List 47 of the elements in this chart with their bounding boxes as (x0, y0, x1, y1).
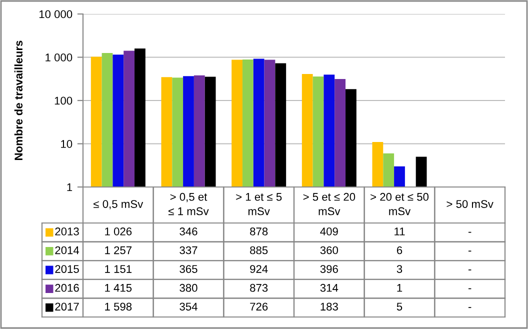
x-tick-label: ≤ 0,5 mSv (94, 200, 144, 210)
data-label: 6 (396, 246, 402, 254)
data-label: 183 (320, 302, 338, 311)
x-tick-label: > 50 mSv (446, 200, 494, 208)
data-label: 1 598 (105, 302, 132, 311)
data-label: 396 (320, 265, 338, 273)
y-tick-label: 10 000 (39, 10, 72, 18)
data-label: 354 (180, 302, 198, 311)
x-tick-label: > 0,5 et ≤ 1 mSv (168, 192, 209, 216)
x-tick-label: > 20 et ≤ 50 mSv (370, 192, 429, 216)
y-tick-label: 1 000 (46, 54, 72, 62)
y-tick-label: 100 (54, 96, 72, 105)
data-label: 726 (250, 302, 268, 311)
y-tick-label: 10 (61, 140, 72, 148)
legend-label: 2014 (55, 246, 80, 254)
data-label: 380 (180, 284, 198, 292)
x-tick-label: > 1 et ≤ 5 mSv (236, 193, 282, 216)
x-tick-label: > 5 et ≤ 20 mSv (303, 192, 356, 216)
data-label: 11 (394, 228, 405, 236)
data-label: 5 (396, 302, 402, 311)
text: - (468, 269, 472, 270)
data-label: 1 415 (105, 284, 132, 292)
data-label: 337 (180, 246, 198, 254)
legend-label: 2016 (55, 284, 79, 292)
text: - (468, 250, 472, 252)
data-label: 924 (250, 265, 268, 273)
legend-label: 2013 (55, 228, 79, 236)
legend-label: 2017 (55, 302, 79, 311)
data-label: 1 026 (105, 228, 132, 236)
legend-label: 2015 (55, 265, 79, 273)
data-label: 1 151 (105, 265, 132, 273)
data-label: 365 (180, 265, 198, 273)
data-label: 1 (397, 284, 402, 292)
data-label: 1 257 (105, 246, 132, 254)
data-label: 885 (250, 246, 268, 254)
data-label: 873 (250, 284, 268, 292)
y-tick-label: 1 (67, 183, 72, 192)
text: - (468, 232, 472, 233)
data-label: 3 (396, 265, 402, 273)
text: - (468, 288, 472, 290)
data-label: 314 (320, 284, 338, 292)
data-label: 878 (250, 228, 268, 236)
data-label: 409 (320, 228, 338, 236)
data-label: 346 (180, 228, 198, 236)
text: - (468, 307, 472, 308)
data-label: 360 (320, 246, 338, 254)
y-axis-title: Nombre de travailleurs (14, 40, 23, 160)
